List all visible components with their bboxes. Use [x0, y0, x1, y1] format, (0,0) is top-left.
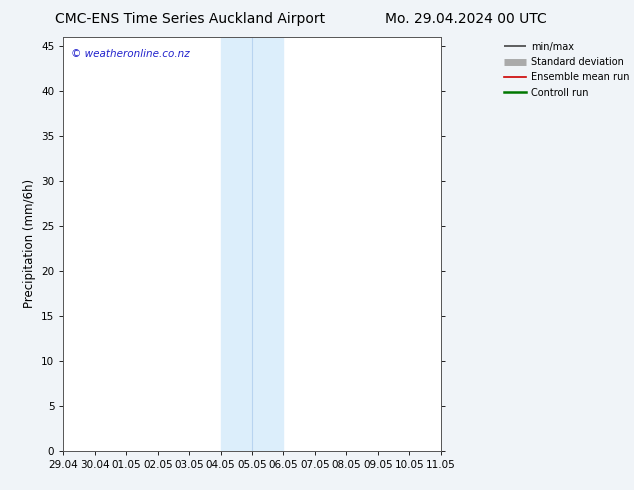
Text: © weatheronline.co.nz: © weatheronline.co.nz: [71, 49, 190, 59]
Legend: min/max, Standard deviation, Ensemble mean run, Controll run: min/max, Standard deviation, Ensemble me…: [505, 42, 629, 98]
Text: Mo. 29.04.2024 00 UTC: Mo. 29.04.2024 00 UTC: [385, 12, 547, 26]
Text: CMC-ENS Time Series Auckland Airport: CMC-ENS Time Series Auckland Airport: [55, 12, 325, 26]
Y-axis label: Precipitation (mm/6h): Precipitation (mm/6h): [23, 179, 36, 308]
Bar: [221, 37, 283, 451]
